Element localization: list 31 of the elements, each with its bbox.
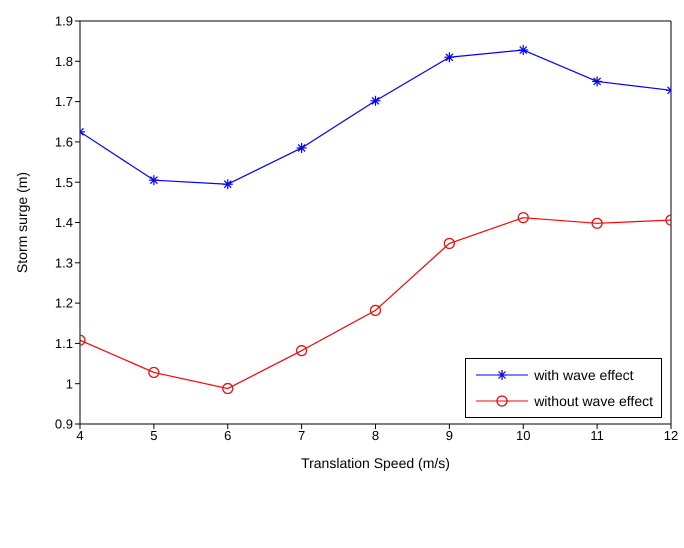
y-tick-label: 1.8 xyxy=(54,54,73,69)
point xyxy=(444,238,455,250)
x-tick-label: 4 xyxy=(76,428,84,444)
y-axis-title: Storm surge (m) xyxy=(14,172,30,274)
point xyxy=(148,366,160,378)
x-tick-label: 5 xyxy=(150,428,158,444)
point xyxy=(222,382,234,394)
x-tick-label: 12 xyxy=(664,428,678,444)
y-tick-label: 1.9 xyxy=(54,14,73,29)
x-tick-label: 10 xyxy=(516,428,530,444)
y-tick-label: 1 xyxy=(66,376,73,392)
y-tick-label: 0.9 xyxy=(54,416,73,432)
x-tick-label: 11 xyxy=(590,428,604,444)
y-tick-label: 1.1 xyxy=(54,336,73,352)
legend-label: without wave effect xyxy=(534,393,653,409)
x-tick-label: 7 xyxy=(298,428,306,444)
point xyxy=(518,212,529,224)
y-tick-label: 1.4 xyxy=(54,215,73,230)
y-tick-label: 1.6 xyxy=(54,134,73,150)
y-tick-label: 1.7 xyxy=(54,94,73,110)
x-tick-label: 8 xyxy=(372,428,380,444)
legend-label: with wave effect xyxy=(534,367,634,383)
y-tick-label: 1.5 xyxy=(54,174,73,190)
point xyxy=(296,345,308,356)
x-tick-label: 9 xyxy=(446,428,453,444)
y-tick-label: 1.2 xyxy=(54,296,73,311)
x-tick-label: 6 xyxy=(224,428,232,444)
y-tick-label: 1.3 xyxy=(54,255,73,270)
point xyxy=(592,218,603,229)
x-axis-title: Translation Speed (m/s) xyxy=(301,455,450,471)
point xyxy=(370,304,382,316)
